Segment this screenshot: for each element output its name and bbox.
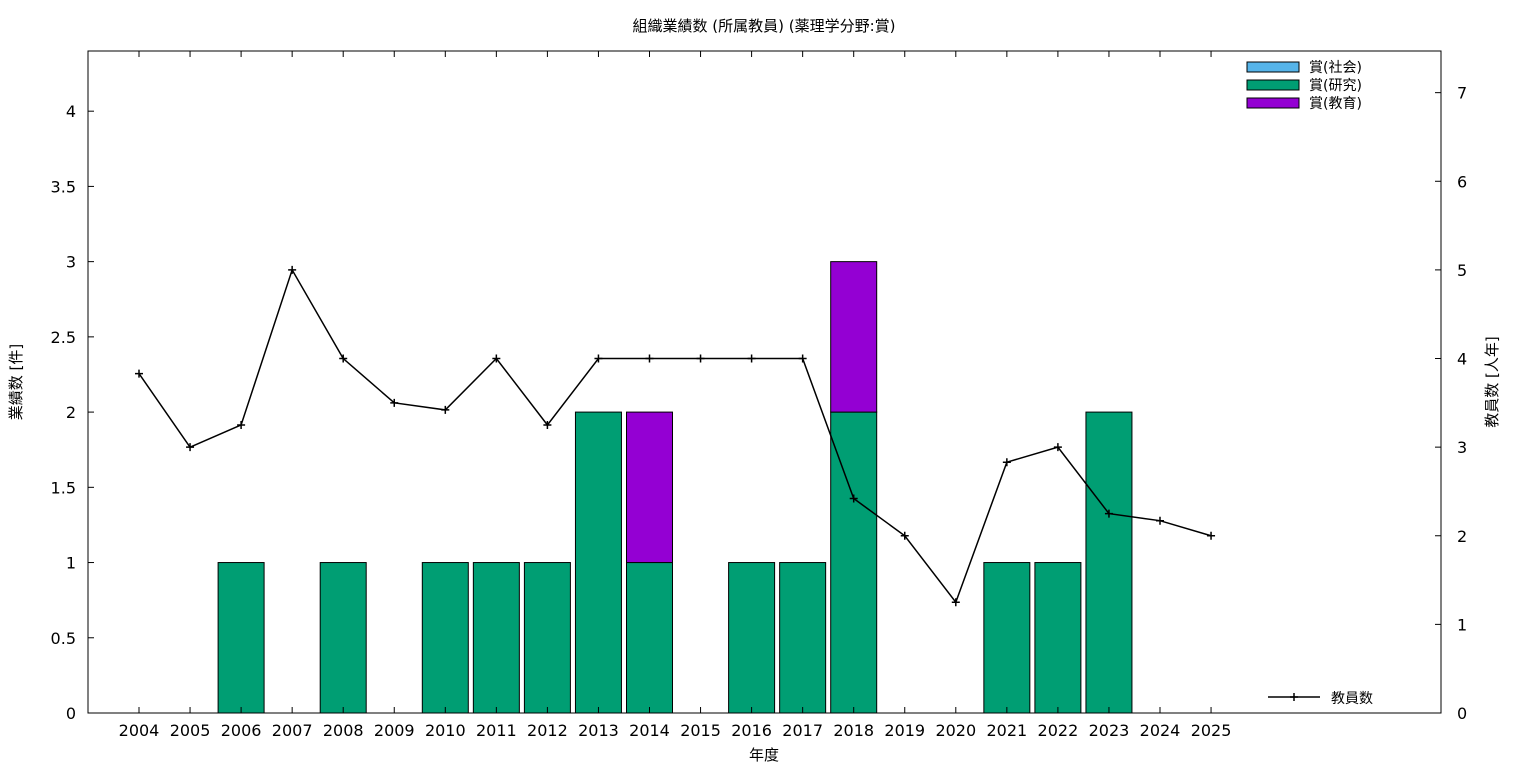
x-tick-label: 2025 xyxy=(1191,721,1232,740)
x-tick-label: 2024 xyxy=(1140,721,1181,740)
line-point-2018 xyxy=(849,494,858,503)
line-point-2022 xyxy=(1053,443,1062,452)
x-tick-label: 2007 xyxy=(272,721,313,740)
bar-2016-series-1 xyxy=(728,562,776,714)
y-tick-label: 0.5 xyxy=(51,629,76,648)
y-tick-label: 4 xyxy=(66,102,76,121)
x-tick-label: 2017 xyxy=(782,721,823,740)
y2-tick-label: 0 xyxy=(1457,704,1467,723)
legend-label-1: 賞(研究) xyxy=(1309,78,1362,94)
line-point-2010 xyxy=(441,405,450,414)
y2-tick-label: 6 xyxy=(1457,172,1467,191)
x-tick-label: 2015 xyxy=(680,721,721,740)
line-point-2017 xyxy=(798,354,807,363)
legend-swatch-1 xyxy=(1246,79,1300,91)
y2-tick-label: 1 xyxy=(1457,615,1467,634)
x-axis-label: 年度 xyxy=(749,746,779,764)
bar-2014-series-1 xyxy=(626,562,673,714)
legend-swatch-0 xyxy=(1246,61,1300,73)
bar-2012-series-1 xyxy=(523,562,571,714)
x-tick-label: 2012 xyxy=(527,721,568,740)
y-axis-label: 業績数 [件] xyxy=(7,344,25,420)
line-point-2024 xyxy=(1156,516,1164,525)
bar-2010-series-1 xyxy=(421,562,469,714)
y-tick-label: 3.5 xyxy=(51,177,76,196)
line-point-2019 xyxy=(900,531,909,540)
y2-tick-label: 5 xyxy=(1457,261,1467,280)
x-tick-label: 2018 xyxy=(833,721,874,740)
x-tick-label: 2022 xyxy=(1038,721,1079,740)
line-point-2021 xyxy=(1002,458,1011,467)
x-tick-label: 2011 xyxy=(476,721,517,740)
legend-line-marker xyxy=(1290,693,1298,701)
y2-tick-label: 3 xyxy=(1457,438,1467,457)
x-tick-label: 2014 xyxy=(629,721,670,740)
line-point-2014 xyxy=(645,354,654,363)
line-point-2004 xyxy=(135,369,143,378)
bar-2006-series-1 xyxy=(217,562,265,714)
line-point-2012 xyxy=(543,420,552,429)
x-tick-label: 2008 xyxy=(323,721,364,740)
y2-tick-label: 2 xyxy=(1457,527,1467,546)
y-axis-left: 0 0.5 1 1.5 2 2.5 3 3.5 4 xyxy=(51,102,94,723)
y-tick-label: 2.5 xyxy=(51,328,76,347)
y-tick-label: 0 xyxy=(66,704,76,723)
bar-2018-series-1 xyxy=(830,411,878,714)
x-tick-label: 2023 xyxy=(1089,721,1130,740)
line-point-2009 xyxy=(390,398,399,407)
y-axis-right: 0 1 2 3 4 5 6 7 xyxy=(1435,84,1467,723)
bar-2013-series-1 xyxy=(574,411,622,714)
line-point-2011 xyxy=(492,354,501,363)
line-point-2005 xyxy=(186,443,195,452)
line-point-2025 xyxy=(1207,531,1216,540)
bar-2018-series-2 xyxy=(830,261,878,413)
legend-swatch-2 xyxy=(1246,97,1300,109)
bar-2008-series-1 xyxy=(319,562,367,714)
legend-label-2: 賞(教育) xyxy=(1309,96,1362,112)
chart-title: 組織業績数 (所属教員) (薬理学分野:賞) xyxy=(633,17,896,35)
legend-label-0: 賞(社会) xyxy=(1309,60,1362,76)
x-tick-label: 2021 xyxy=(986,721,1027,740)
line-point-2007 xyxy=(288,265,297,274)
line-point-2008 xyxy=(339,354,348,363)
y2-tick-label: 7 xyxy=(1457,84,1467,103)
y2-tick-label: 4 xyxy=(1457,350,1467,369)
teacher-count-line xyxy=(138,268,1212,604)
x-tick-label: 2004 xyxy=(119,721,160,740)
y-tick-label: 1.5 xyxy=(51,478,76,497)
bar-2011-series-1 xyxy=(472,562,520,714)
line-point-2006 xyxy=(237,420,246,429)
y2-axis-label: 教員数 [人年] xyxy=(1483,336,1501,427)
legend-line-label: 教員数 xyxy=(1331,691,1373,707)
line-point-2015 xyxy=(696,354,705,363)
bar-2022-series-1 xyxy=(1034,562,1082,714)
legend: 賞(社会) 賞(研究) 賞(教育) 教員数 xyxy=(1246,60,1373,707)
x-tick-label: 2009 xyxy=(374,721,415,740)
x-tick-label: 2006 xyxy=(221,721,262,740)
bar-2017-series-1 xyxy=(779,562,827,714)
x-axis: 2004 2005 2006 2007 2008 2009 2010 2011 2012 2013… xyxy=(119,51,1232,740)
x-tick-label: 2019 xyxy=(884,721,925,740)
line-layer xyxy=(135,265,1216,607)
x-tick-label: 2005 xyxy=(170,721,211,740)
x-tick-label: 2016 xyxy=(731,721,772,740)
x-tick-label: 2010 xyxy=(425,721,466,740)
x-tick-label: 2013 xyxy=(578,721,619,740)
bars-layer xyxy=(217,261,1133,714)
x-tick-label: 2020 xyxy=(935,721,976,740)
line-point-2016 xyxy=(747,354,756,363)
y-tick-label: 1 xyxy=(66,554,76,573)
bar-2014-series-2 xyxy=(626,411,673,564)
line-point-2020 xyxy=(951,598,960,607)
y-tick-label: 3 xyxy=(66,253,76,272)
line-point-2013 xyxy=(594,354,603,363)
bar-2023-series-1 xyxy=(1085,411,1133,714)
line-point-2023 xyxy=(1104,509,1113,518)
bar-2021-series-1 xyxy=(983,562,1031,714)
y-tick-label: 2 xyxy=(66,403,76,422)
